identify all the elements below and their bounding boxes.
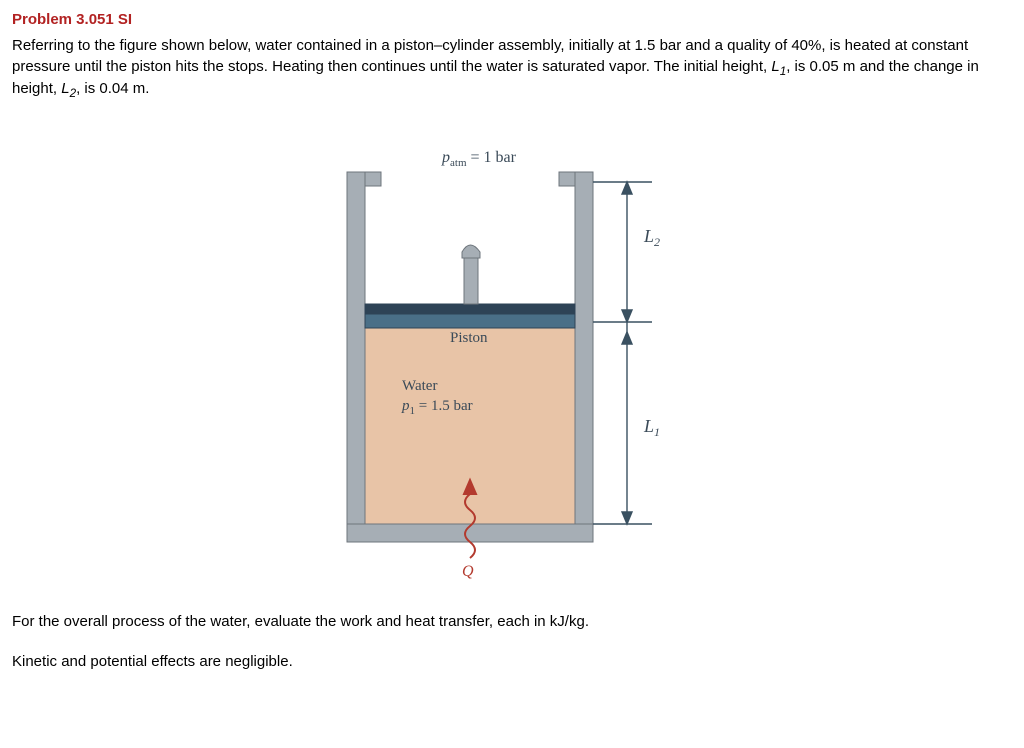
assumption-line: Kinetic and potential effects are neglig… [12, 652, 1012, 672]
symbol-L1: L1 [771, 58, 786, 75]
stmt-part-c: , is 0.04 m. [76, 80, 149, 97]
figure-wrap: patm = 1 bar Piston Water p1 = 1.5 bar L… [12, 132, 1012, 592]
svg-text:Piston: Piston [450, 330, 488, 346]
svg-text:Q: Q [462, 563, 474, 580]
problem-title: Problem 3.051 SI [12, 10, 1012, 30]
svg-text:Water: Water [402, 378, 437, 394]
problem-statement: Referring to the figure shown below, wat… [12, 36, 1012, 102]
svg-text:patm = 1 bar: patm = 1 bar [441, 149, 517, 169]
question-line: For the overall process of the water, ev… [12, 612, 1012, 632]
piston-cylinder-figure: patm = 1 bar Piston Water p1 = 1.5 bar L… [292, 132, 732, 592]
svg-text:L1: L1 [643, 416, 660, 439]
symbol-L2: L2 [61, 80, 76, 97]
svg-text:L2: L2 [643, 226, 660, 249]
